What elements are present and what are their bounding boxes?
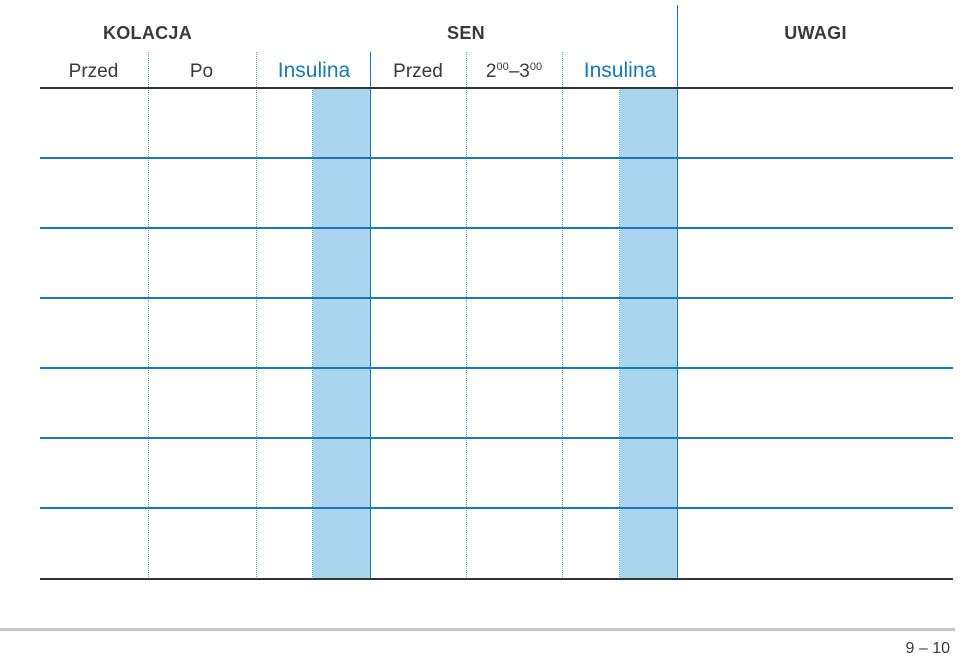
table-row-line xyxy=(40,157,677,159)
column-label-insulina-kolacja: Insulina xyxy=(277,59,351,82)
dotted-divider xyxy=(312,88,313,579)
header-kolacja: KOLACJA xyxy=(102,23,193,43)
header-sen: SEN xyxy=(447,23,485,43)
table-row-line xyxy=(40,507,677,509)
dotted-divider xyxy=(562,52,563,579)
footer-rule xyxy=(0,628,955,631)
dotted-divider xyxy=(619,88,620,579)
insulin-band-kolacja xyxy=(313,88,370,579)
dotted-divider xyxy=(256,52,257,579)
insulin-band-sen xyxy=(620,88,677,579)
notes-row-line xyxy=(678,507,953,509)
column-label-przed-kolacja: Przed xyxy=(68,61,119,82)
table-row-line xyxy=(40,227,677,229)
dotted-divider xyxy=(466,52,467,579)
table-header-rule xyxy=(40,87,953,89)
notes-row-line xyxy=(678,157,953,159)
table-row-line xyxy=(40,367,677,369)
notes-row-line xyxy=(678,367,953,369)
notes-row-line xyxy=(678,227,953,229)
table-row-line xyxy=(40,437,677,439)
table-bottom-rule xyxy=(40,578,953,580)
notes-row-line xyxy=(678,437,953,439)
table-row-line xyxy=(40,297,677,299)
page-numbers: 9 – 10 xyxy=(905,640,950,657)
section-divider xyxy=(677,5,678,579)
dotted-divider xyxy=(148,52,149,579)
header-uwagi: UWAGI xyxy=(784,23,847,43)
column-label-time-range: 200–300 xyxy=(485,61,543,82)
section-divider xyxy=(370,52,371,579)
notes-row-line xyxy=(678,297,953,299)
column-label-po: Po xyxy=(189,61,214,82)
column-label-insulina-sen: Insulina xyxy=(583,59,657,82)
column-label-przed-sen: Przed xyxy=(393,61,443,82)
